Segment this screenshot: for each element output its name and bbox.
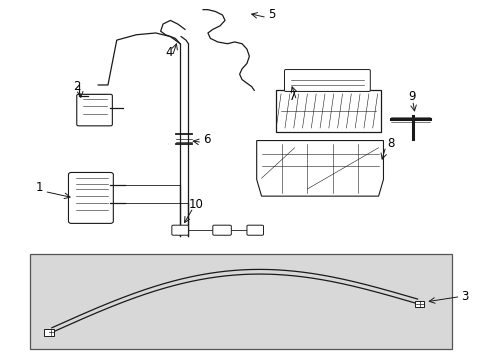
FancyBboxPatch shape (246, 225, 263, 235)
Bar (276, 90, 380, 132)
Text: 10: 10 (188, 198, 203, 211)
FancyBboxPatch shape (68, 172, 113, 224)
FancyBboxPatch shape (171, 225, 188, 235)
Bar (414, 301, 423, 307)
Text: 5: 5 (267, 8, 275, 21)
FancyBboxPatch shape (284, 69, 369, 91)
Polygon shape (256, 140, 383, 196)
FancyBboxPatch shape (212, 225, 231, 235)
Text: 9: 9 (407, 90, 415, 103)
FancyBboxPatch shape (77, 94, 112, 126)
Text: 1: 1 (36, 181, 43, 194)
Bar (30, 253, 451, 348)
Text: 3: 3 (461, 290, 468, 303)
Text: 2: 2 (73, 80, 80, 93)
Text: 7: 7 (289, 90, 296, 103)
Text: 4: 4 (165, 46, 173, 59)
Bar (44, 329, 54, 336)
Text: 8: 8 (386, 137, 393, 150)
Text: 6: 6 (203, 133, 210, 146)
